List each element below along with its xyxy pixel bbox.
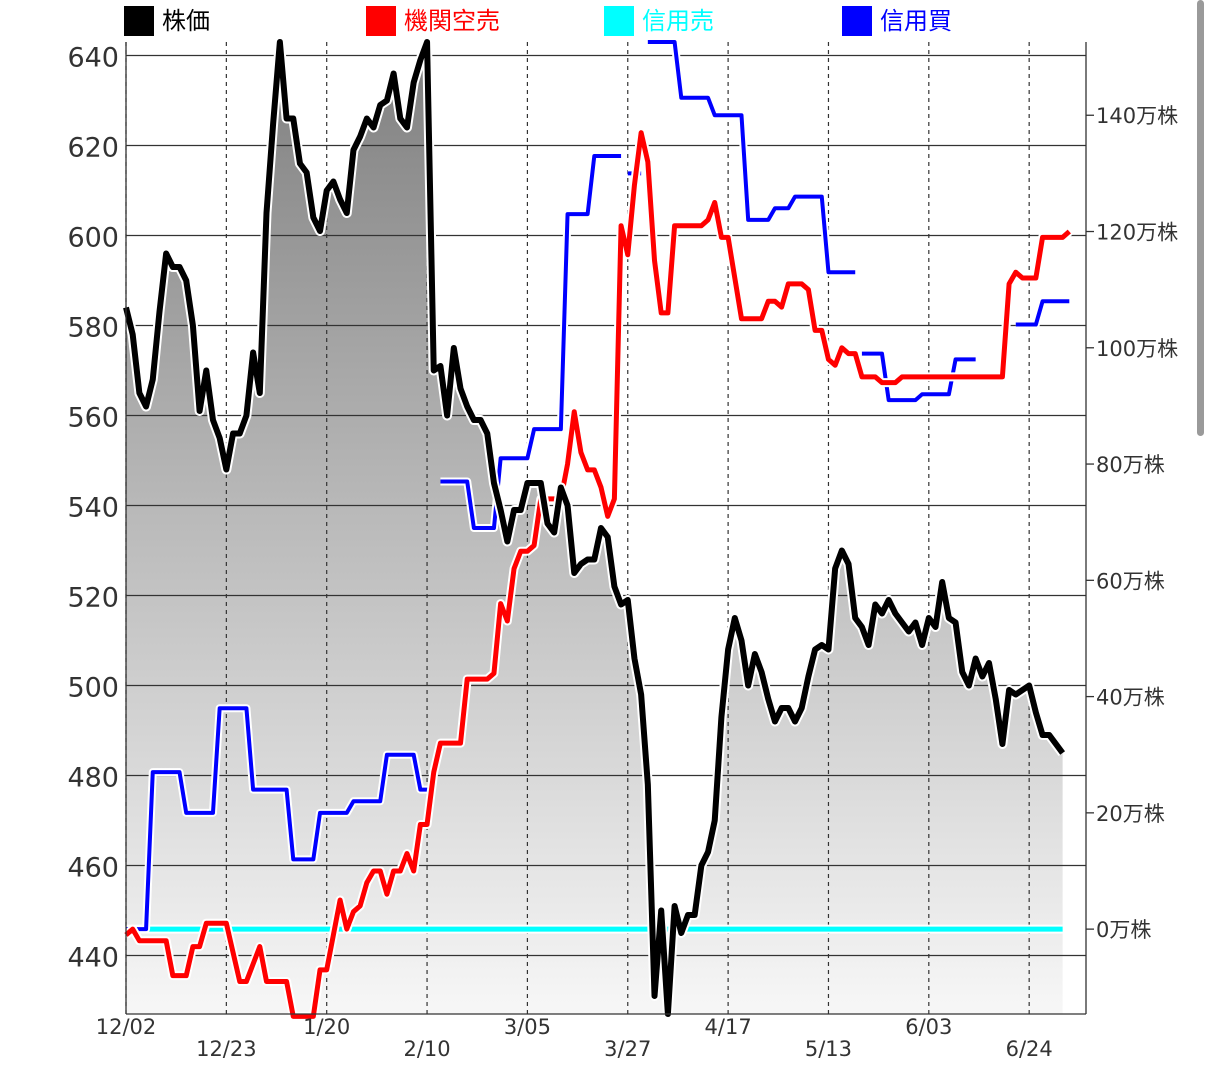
left-axis-tick-label: 440 — [67, 943, 119, 974]
legend-label-margin-sell: 信用売 — [642, 7, 714, 35]
x-axis-tick-label: 4/17 — [705, 1015, 752, 1039]
legend-swatch-stock-price — [124, 6, 154, 36]
legend-swatch-margin-buy — [842, 6, 872, 36]
series-margin-buy-line — [647, 40, 856, 275]
left-axis-tick-label: 640 — [67, 43, 119, 74]
legend-item-margin-buy: 信用買 — [842, 4, 952, 38]
left-axis-tick-label: 500 — [67, 673, 119, 704]
right-axis-tick-label: 20万株 — [1096, 802, 1165, 826]
legend-label-institutional-short: 機関空売 — [404, 7, 500, 35]
left-axis-tick-label: 600 — [67, 223, 119, 254]
legend-item-margin-sell: 信用売 — [604, 4, 714, 38]
scrollbar[interactable] — [1194, 0, 1206, 440]
series-stock-price-line — [123, 39, 1066, 1017]
right-axis-tick-label: 140万株 — [1096, 104, 1178, 128]
right-axis-tick-label: 60万株 — [1096, 569, 1165, 593]
series-institutional-short-line — [124, 130, 1071, 1019]
x-axis-tick-label: 6/03 — [905, 1015, 952, 1039]
legend-item-institutional-short: 機関空売 — [366, 4, 500, 38]
left-axis-tick-label: 580 — [67, 313, 119, 344]
legend-item-stock-price: 株価 — [124, 4, 210, 38]
scrollbar-thumb[interactable] — [1197, 0, 1204, 436]
right-axis-tick-label: 120万株 — [1096, 221, 1178, 245]
right-axis-tick-label: 100万株 — [1096, 337, 1178, 361]
right-axis-tick-label: 80万株 — [1096, 453, 1165, 477]
x-axis-tick-label: 3/27 — [604, 1037, 651, 1061]
right-axis-tick-label: 40万株 — [1096, 686, 1165, 710]
x-axis-tick-label: 2/10 — [403, 1037, 450, 1061]
x-axis-tick-label: 12/23 — [196, 1037, 257, 1061]
left-axis-tick-label: 480 — [67, 763, 119, 794]
x-axis-tick-label: 3/05 — [504, 1015, 551, 1039]
series-margin-buy-line — [1015, 299, 1070, 327]
legend-label-stock-price: 株価 — [162, 7, 210, 35]
x-axis-tick-label: 6/24 — [1006, 1037, 1053, 1061]
left-axis-tick-label: 520 — [67, 583, 119, 614]
left-axis-tick-label: 620 — [67, 133, 119, 164]
legend-swatch-margin-sell — [604, 6, 634, 36]
right-axis-tick-label: 0万株 — [1096, 918, 1151, 942]
series-margin-buy-line — [861, 351, 976, 403]
left-axis-tick-label: 460 — [67, 853, 119, 884]
x-axis-tick-label: 5/13 — [805, 1037, 852, 1061]
legend-swatch-institutional-short — [366, 6, 396, 36]
series-margin-buy-line — [126, 706, 434, 932]
left-axis-tick-label: 560 — [67, 403, 119, 434]
x-axis-tick-label: 12/02 — [96, 1015, 157, 1039]
series-margin-buy-line — [440, 153, 622, 530]
left-axis-tick-label: 540 — [67, 493, 119, 524]
legend-label-margin-buy: 信用買 — [880, 7, 952, 35]
x-axis-tick-label: 1/20 — [303, 1015, 350, 1039]
